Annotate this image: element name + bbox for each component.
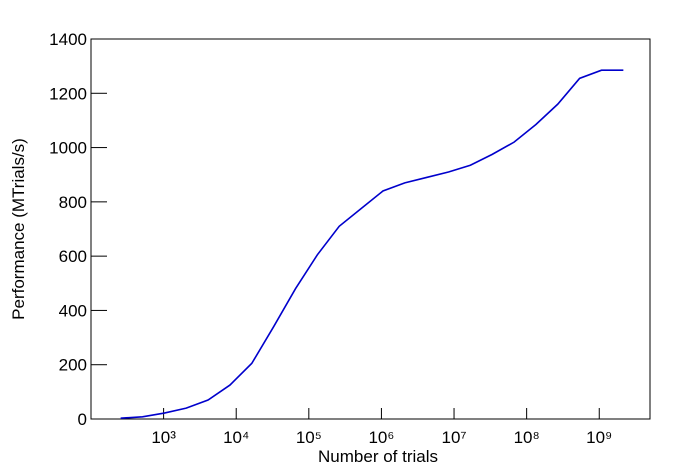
x-tick-label: 10⁹ — [586, 428, 612, 447]
plot-frame — [90, 38, 651, 420]
x-tick-label: 10³ — [151, 428, 176, 447]
x-tick-label: 10⁴ — [223, 428, 249, 447]
y-tick-label: 1000 — [49, 139, 87, 158]
y-tick-label: 400 — [59, 301, 87, 320]
x-tick-label: 10⁶ — [368, 428, 394, 447]
y-tick-label: 600 — [59, 247, 87, 266]
data-line — [120, 69, 624, 419]
x-tick-label: 10⁵ — [296, 428, 322, 447]
y-tick-label: 200 — [59, 356, 87, 375]
x-tick-label: 10⁷ — [442, 428, 467, 447]
x-axis-title: Number of trials — [318, 447, 438, 466]
y-tick-label: 1400 — [49, 30, 87, 49]
y-tick-label: 800 — [59, 193, 87, 212]
x-tick-label: 10⁸ — [514, 428, 540, 447]
y-axis-title: Performance (MTrials/s) — [9, 138, 28, 320]
y-tick-label: 0 — [78, 410, 87, 429]
y-tick-label: 1200 — [49, 84, 87, 103]
